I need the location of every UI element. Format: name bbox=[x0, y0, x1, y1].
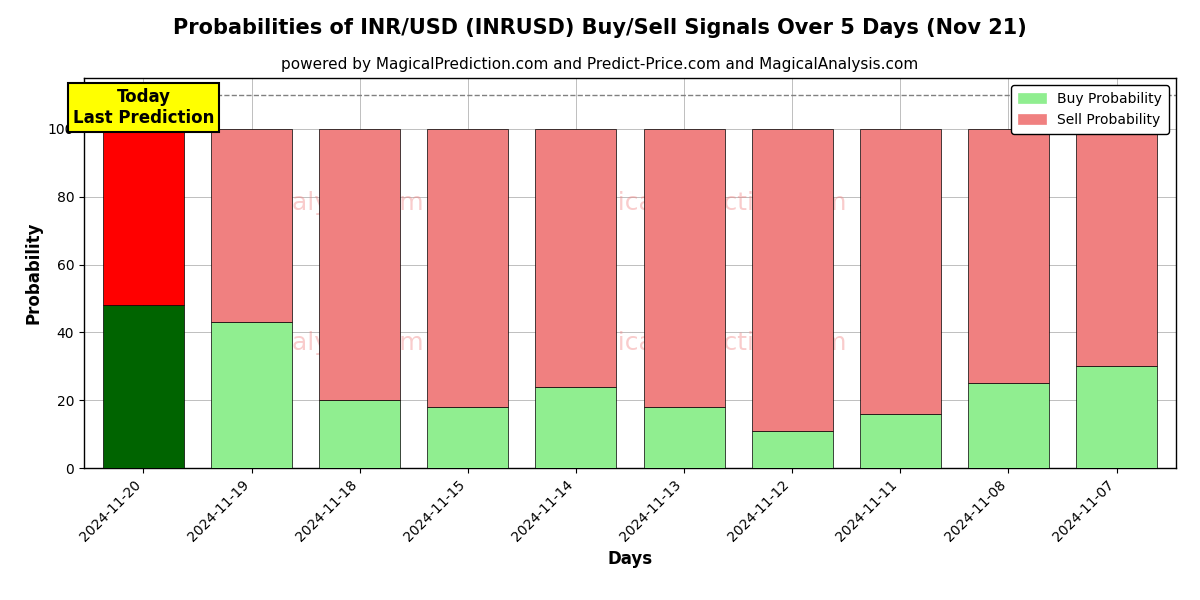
Bar bbox=[859, 414, 941, 468]
Bar bbox=[751, 431, 833, 468]
Bar bbox=[319, 129, 401, 400]
Bar bbox=[427, 407, 509, 468]
Bar bbox=[968, 129, 1049, 383]
Bar bbox=[643, 407, 725, 468]
Bar bbox=[427, 129, 509, 407]
Text: MagicalPrediction.com: MagicalPrediction.com bbox=[565, 331, 847, 355]
Text: MagicalPrediction.com: MagicalPrediction.com bbox=[565, 191, 847, 215]
Bar bbox=[103, 129, 184, 305]
Bar bbox=[211, 322, 292, 468]
Bar bbox=[211, 129, 292, 322]
Text: Probabilities of INR/USD (INRUSD) Buy/Sell Signals Over 5 Days (Nov 21): Probabilities of INR/USD (INRUSD) Buy/Se… bbox=[173, 18, 1027, 38]
Text: powered by MagicalPrediction.com and Predict-Price.com and MagicalAnalysis.com: powered by MagicalPrediction.com and Pre… bbox=[281, 57, 919, 72]
Bar bbox=[535, 129, 617, 386]
Bar bbox=[1076, 129, 1157, 366]
Bar bbox=[535, 386, 617, 468]
Text: calAnalysis.com: calAnalysis.com bbox=[224, 331, 425, 355]
Y-axis label: Probability: Probability bbox=[24, 222, 42, 324]
Bar bbox=[103, 305, 184, 468]
Bar bbox=[319, 400, 401, 468]
Text: calAnalysis.com: calAnalysis.com bbox=[224, 191, 425, 215]
Bar bbox=[751, 129, 833, 431]
Bar bbox=[968, 383, 1049, 468]
Bar bbox=[859, 129, 941, 414]
X-axis label: Days: Days bbox=[607, 550, 653, 568]
Legend: Buy Probability, Sell Probability: Buy Probability, Sell Probability bbox=[1012, 85, 1169, 134]
Text: Today
Last Prediction: Today Last Prediction bbox=[73, 88, 214, 127]
Bar bbox=[1076, 366, 1157, 468]
Bar bbox=[643, 129, 725, 407]
